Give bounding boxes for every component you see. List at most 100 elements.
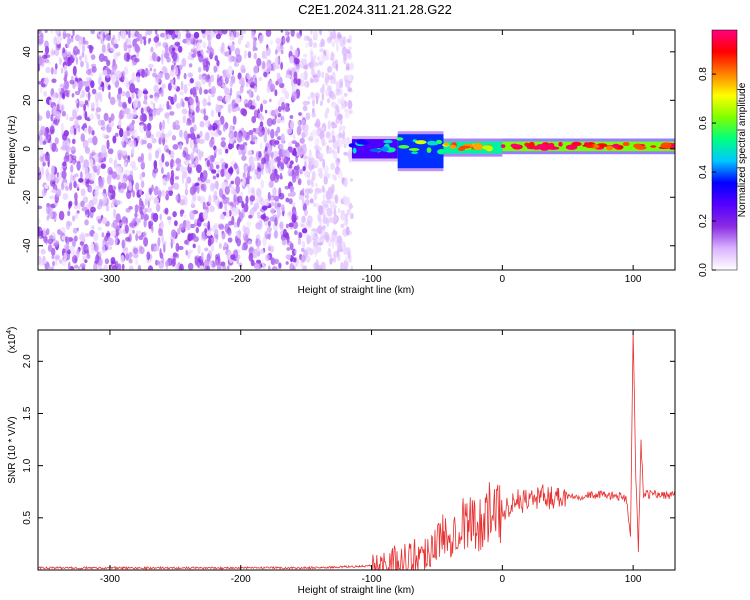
spectrogram-cell <box>309 198 314 204</box>
spectrogram-cell <box>230 180 235 185</box>
spectrogram-cell <box>94 92 100 102</box>
spectrogram-cell <box>175 263 179 270</box>
spectrogram-cell <box>121 178 127 184</box>
spectrogram-cell <box>310 30 313 35</box>
spectrogram-cell <box>38 226 43 237</box>
spectrogram-cell <box>101 244 106 254</box>
spectrogram-cell <box>182 30 186 33</box>
spectrogram-cell <box>157 191 162 199</box>
spectrogram-cell <box>193 31 200 39</box>
spectrogram-cell <box>111 265 118 270</box>
spectrogram-cell <box>293 150 298 157</box>
spectrogram-cell <box>121 239 126 250</box>
spectrogram-cell <box>74 119 79 129</box>
spectrogram-cell <box>128 122 135 132</box>
spectrogram-cell <box>51 67 54 75</box>
spectrogram-cell <box>58 210 65 221</box>
spectrogram-cell <box>310 230 315 240</box>
spectrogram-cell <box>184 188 188 196</box>
spectrogram-cell <box>113 186 116 191</box>
spectrogram-cell <box>125 247 128 252</box>
spectrogram-cell <box>80 200 85 208</box>
spectrogram-cell <box>258 130 264 137</box>
spectrogram-cell <box>332 228 336 235</box>
spectrogram-cell <box>671 142 675 149</box>
spectrogram-cell <box>337 145 340 154</box>
spectrogram-cell <box>136 135 140 141</box>
spectrogram-cell <box>53 242 59 247</box>
spectrogram-cell <box>350 178 353 182</box>
spectrogram-cell <box>203 89 209 95</box>
spectrogram-cell <box>43 90 48 97</box>
spectrogram-cell <box>210 31 216 38</box>
spectrogram-cell <box>244 226 250 237</box>
spectrogram-cell <box>279 143 284 150</box>
spectrogram-cell <box>435 139 443 145</box>
spectrogram-cell <box>65 236 68 244</box>
spectrogram-cell <box>146 30 153 36</box>
spectrogram-cell <box>267 166 271 175</box>
colorbar <box>711 29 738 271</box>
spectrogram-cell <box>183 72 187 80</box>
spectrogram-cell <box>208 78 212 88</box>
spectrogram-cell <box>51 165 55 175</box>
spectrogram-cell <box>68 261 71 270</box>
spectrogram-cell <box>232 201 237 209</box>
spectrogram-cell <box>289 45 294 51</box>
spectrogram-cell <box>239 85 244 94</box>
spectrogram-cell <box>149 55 153 62</box>
spectrogram-cell <box>154 185 159 191</box>
spectrogram-cell <box>83 159 90 169</box>
spectrogram-cell <box>500 144 506 149</box>
spectrogram-cell <box>77 125 81 133</box>
spectrogram-cell <box>348 204 354 209</box>
spectrogram-cell <box>153 84 159 94</box>
spectrogram-cell <box>327 65 333 73</box>
spectrogram-cell <box>213 223 219 228</box>
spectrogram-cell <box>160 53 164 61</box>
spectrogram-cell <box>52 105 57 116</box>
spectrogram-cell <box>153 167 159 174</box>
spectrogram-cell <box>449 144 457 149</box>
spectrogram-cell <box>181 108 188 115</box>
spectrogram-cell <box>337 34 342 39</box>
spectrogram-cell <box>259 34 263 44</box>
spectrogram-cell <box>319 87 325 94</box>
spectrogram-cell <box>75 100 78 104</box>
spectrogram-cell <box>265 47 271 56</box>
spectrogram-cell <box>108 117 112 124</box>
spectrogram-cell <box>117 263 122 270</box>
spectrogram-cell <box>58 172 63 181</box>
spectrogram-cell <box>280 30 284 33</box>
spectrogram-cell <box>255 238 262 247</box>
spectrogram-cell <box>186 121 190 127</box>
spectrogram-cell <box>259 248 264 255</box>
spectrogram-cell <box>65 245 70 250</box>
spectrogram-x-axis-label: Height of straight line (km) <box>298 285 415 296</box>
spectrogram-cell <box>53 213 57 223</box>
spectrogram-cell <box>110 113 115 122</box>
spectrogram-cell <box>174 93 178 102</box>
spectrogram-cell <box>120 181 127 190</box>
spectrogram-cell <box>118 119 122 129</box>
spectrogram-cell <box>315 182 318 188</box>
spectrogram-cell <box>45 230 49 235</box>
spectrogram-cell <box>179 263 184 270</box>
snr-y-tick-label: 1.0 <box>22 458 33 472</box>
spectrogram-cell <box>235 54 242 63</box>
spectrogram-cell <box>72 215 76 222</box>
spectrogram-cell <box>298 195 305 201</box>
spectrogram-cell <box>178 64 183 71</box>
spectrogram-cell <box>280 133 285 143</box>
spectrogram-cell <box>90 54 96 60</box>
spectrogram-cell <box>78 178 84 183</box>
spectrogram-cell <box>189 108 195 113</box>
spectrogram-cell <box>183 159 190 166</box>
spectrogram-cell <box>207 101 212 106</box>
snr-multiplier-base: (x10 <box>7 333 18 353</box>
spectrogram-cell <box>121 70 125 81</box>
colorbar-tick-label: 0.6 <box>698 116 709 130</box>
spectrogram-cell <box>168 189 174 196</box>
spectrogram-cell <box>125 236 131 242</box>
spectrogram-cell <box>140 180 145 189</box>
